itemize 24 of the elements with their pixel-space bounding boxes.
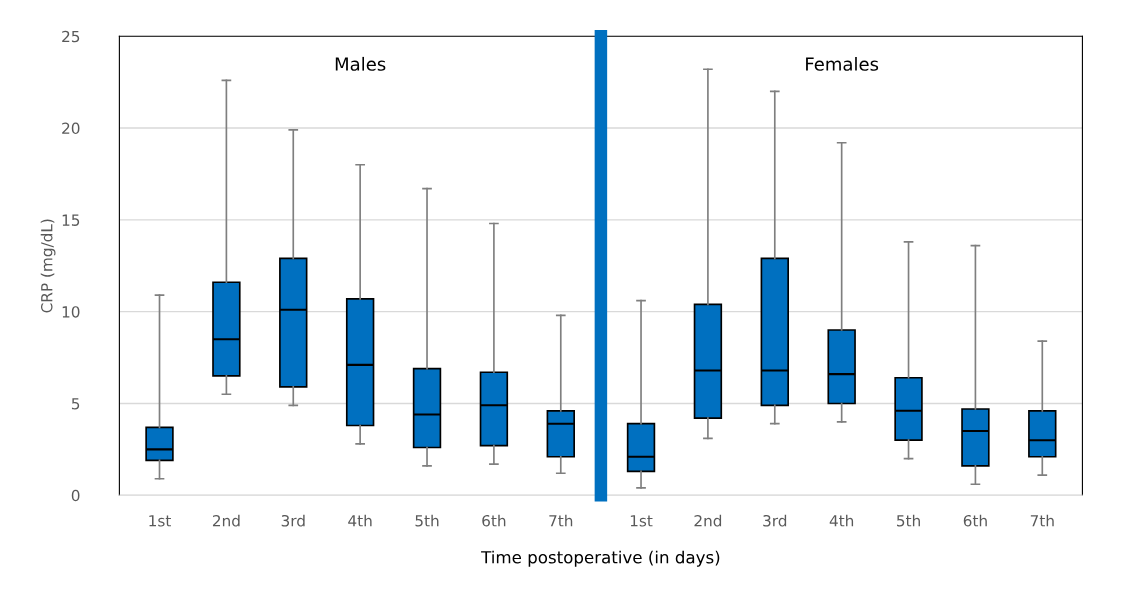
x-tick-label: 6th (963, 514, 987, 527)
y-tick-label: 15 (62, 214, 80, 226)
y-tick-label: 10 (62, 306, 80, 318)
text: Females (806, 56, 879, 71)
x-tick-label: 1st (630, 515, 653, 527)
y-tick-label: 0 (71, 489, 80, 502)
x-tick-label: 5th (415, 514, 439, 527)
x-tick-label: 2nd (212, 514, 240, 527)
x-tick-label: 6th (482, 514, 506, 527)
y-tick-label: 5 (71, 398, 80, 410)
y-tick-label: 25 (62, 30, 80, 43)
y-axis-title: CRP (mg/dL) (40, 219, 56, 313)
x-tick-label: 2nd (694, 514, 722, 527)
y-tick-label: 20 (62, 122, 80, 135)
x-tick-label: 1st (149, 515, 171, 527)
x-tick-label: 5th (897, 514, 920, 527)
x-axis-title: Time postoperative (in days) (481, 550, 720, 567)
x-tick-label: 7th (549, 514, 573, 527)
x-tick-label: 4th (829, 514, 854, 527)
x-tick-label: 4th (348, 514, 372, 527)
x-tick-label: 7th (1030, 514, 1054, 527)
text: Males (335, 56, 386, 71)
x-tick-label: 3rd (763, 514, 787, 527)
x-tick-label: 3rd (281, 514, 305, 527)
